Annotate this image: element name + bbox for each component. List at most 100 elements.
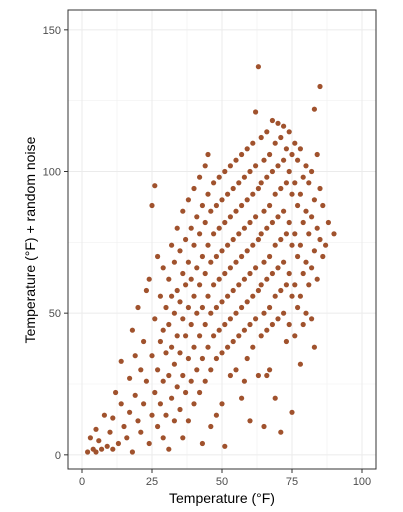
data-point (311, 344, 317, 350)
data-point (297, 242, 303, 248)
data-point (314, 225, 320, 231)
data-point (199, 355, 205, 362)
data-point (255, 64, 261, 70)
data-point (317, 83, 323, 90)
data-point (320, 202, 326, 209)
data-point (208, 367, 214, 373)
data-point (194, 214, 200, 220)
data-point (309, 265, 315, 271)
data-point (267, 202, 273, 209)
data-point (267, 253, 273, 260)
data-point (155, 367, 161, 373)
data-point (311, 248, 317, 254)
data-point (208, 310, 214, 316)
data-point (241, 174, 247, 180)
data-point (239, 253, 245, 260)
data-point (146, 276, 152, 282)
data-point (244, 355, 250, 362)
data-point (157, 338, 163, 345)
data-point (183, 282, 189, 288)
data-point (295, 304, 301, 311)
data-point (166, 276, 172, 282)
y-tick-label: 50 (49, 308, 61, 320)
data-point (300, 174, 306, 180)
data-point (286, 129, 292, 135)
data-point (225, 242, 231, 248)
data-point (191, 185, 197, 192)
data-point (188, 276, 194, 282)
data-point (132, 353, 138, 359)
data-point (171, 361, 177, 367)
data-point (267, 151, 273, 158)
data-point (141, 338, 147, 345)
data-point (169, 395, 175, 401)
data-point (261, 423, 267, 430)
data-point (205, 151, 211, 158)
data-point (320, 253, 326, 260)
data-point (281, 310, 287, 316)
data-point (230, 236, 236, 243)
data-point (297, 146, 303, 152)
data-point (292, 140, 298, 146)
data-point (323, 242, 329, 248)
data-point (281, 259, 287, 265)
y-tick-label: 0 (55, 450, 61, 462)
data-point (183, 389, 189, 396)
data-point (233, 310, 239, 316)
data-point (149, 353, 155, 359)
data-point (216, 327, 222, 333)
data-point (118, 401, 124, 407)
data-point (227, 265, 233, 271)
data-point (311, 106, 317, 112)
data-point (297, 191, 303, 197)
data-point (180, 270, 186, 277)
data-point (247, 270, 253, 277)
data-point (292, 231, 298, 237)
data-point (152, 183, 158, 189)
data-point (272, 242, 278, 248)
data-point (219, 197, 225, 203)
data-point (93, 426, 99, 432)
data-point (205, 344, 211, 350)
data-point (113, 389, 119, 396)
data-point (272, 293, 278, 299)
data-point (241, 276, 247, 282)
data-point (183, 333, 189, 339)
data-point (236, 333, 242, 339)
data-point (163, 304, 169, 311)
data-point (127, 409, 133, 415)
data-point (180, 435, 186, 441)
data-point (255, 372, 261, 379)
data-point (174, 287, 180, 294)
data-point (283, 231, 289, 237)
data-point (199, 253, 205, 260)
data-point (129, 449, 135, 455)
data-point (241, 378, 247, 384)
data-point (219, 299, 225, 305)
data-point (194, 367, 200, 373)
data-point (208, 423, 214, 430)
data-point (219, 350, 225, 356)
data-point (261, 259, 267, 265)
data-point (306, 231, 312, 237)
data-point (331, 231, 337, 237)
data-point (289, 409, 295, 415)
data-point (230, 338, 236, 345)
data-point (171, 259, 177, 265)
data-point (135, 304, 141, 311)
data-point (275, 214, 281, 220)
data-point (213, 202, 219, 209)
data-point (230, 185, 236, 192)
data-point (283, 338, 289, 345)
data-point (227, 214, 233, 220)
data-point (213, 355, 219, 362)
x-axis-title: Temperature (°F) (169, 490, 275, 506)
data-point (230, 287, 236, 294)
data-point (143, 287, 149, 294)
data-point (295, 202, 301, 209)
data-point (169, 293, 175, 299)
data-point (143, 378, 149, 384)
data-point (199, 202, 205, 209)
data-point (222, 270, 228, 277)
data-point (278, 429, 284, 435)
